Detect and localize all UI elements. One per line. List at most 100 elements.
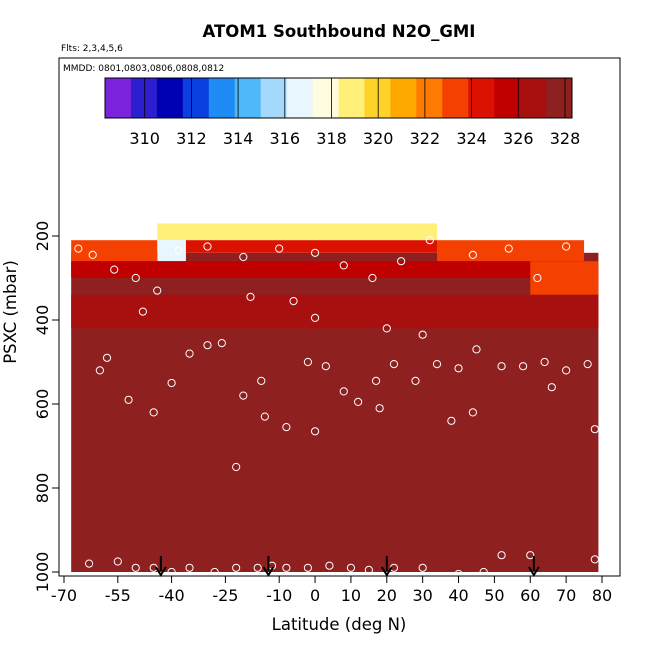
colorbar-frame	[104, 77, 573, 119]
observation-point	[260, 412, 269, 421]
y-tick-label: 1000	[33, 552, 52, 593]
colorbar-swatch	[286, 78, 314, 118]
observation-point	[518, 362, 528, 371]
observation-point	[389, 360, 399, 369]
observation-point	[303, 357, 312, 367]
colorbar-swatch	[494, 78, 521, 118]
colorbar-tick-label: 328	[550, 129, 581, 148]
observation-point	[454, 364, 463, 373]
observation-point	[174, 246, 183, 255]
observation-point	[282, 423, 291, 432]
observation-point	[526, 551, 535, 560]
observation-point	[371, 376, 381, 385]
observation-point	[239, 391, 248, 400]
chart-title: ATOM1 Southbound N2O_GMI	[203, 22, 476, 41]
colorbar-swatch	[156, 78, 184, 118]
colorbar-swatch	[208, 78, 236, 118]
observation-point	[432, 360, 442, 369]
observation-point	[590, 425, 599, 434]
observation-point	[418, 563, 427, 572]
observation-point	[310, 427, 320, 436]
observation-point	[562, 242, 571, 251]
colorbar-swatch	[364, 78, 391, 118]
field-patch	[530, 261, 599, 295]
x-tick-label: 70	[556, 586, 576, 605]
observation-point	[368, 273, 377, 283]
y-tick-label: 200	[33, 221, 52, 252]
field-patch	[437, 240, 585, 262]
observation-point	[497, 551, 506, 560]
observation-point	[124, 395, 133, 404]
x-axis: -70 -55 -40 -25 -10 0 10 20 30 40 50 60 70 80	[51, 576, 612, 605]
observation-point	[382, 324, 391, 333]
colorbar-swatch	[416, 78, 443, 118]
colorbar-swatch	[260, 78, 288, 118]
observation-point	[232, 563, 241, 572]
observation-point	[321, 362, 330, 371]
colorbar-tick-label: 316	[270, 129, 301, 148]
x-axis-label: Latitude (deg N)	[272, 615, 407, 634]
x-tick-label: -55	[105, 586, 131, 605]
observation-point	[275, 244, 284, 253]
observation-point	[547, 383, 556, 392]
observation-point	[504, 244, 513, 253]
observation-point	[113, 557, 122, 566]
observation-point	[102, 353, 112, 362]
y-tick-label: 600	[33, 389, 52, 420]
observation-point	[397, 257, 406, 266]
flights-note: Flts: 2,3,4,5,6	[61, 44, 123, 54]
x-tick-label: 80	[592, 586, 612, 605]
observation-point	[497, 362, 506, 371]
x-tick-label: 20	[377, 586, 397, 605]
colorbar-swatch	[442, 78, 469, 118]
flight-arrow	[380, 556, 393, 577]
observation-point	[303, 563, 312, 572]
colorbar-swatch	[338, 78, 365, 118]
field-patch	[157, 223, 438, 241]
x-tick-label: 40	[448, 586, 468, 605]
concentration-field	[71, 223, 599, 573]
flight-arrows	[154, 556, 540, 577]
observation-point	[310, 313, 320, 322]
observation-point	[253, 563, 262, 572]
colorbar-tick-label: 314	[223, 129, 254, 148]
observation-point	[289, 297, 298, 306]
observation-point	[282, 563, 291, 572]
observation-point	[167, 378, 176, 388]
observation-point	[346, 563, 356, 572]
colorbar-tick-label: 318	[316, 129, 347, 148]
y-axis: 200 400 600 800 1000	[33, 221, 59, 593]
x-tick-label: -25	[212, 586, 238, 605]
observation-point	[185, 349, 194, 358]
observation-point	[364, 565, 373, 575]
colorbar-swatch	[130, 78, 158, 118]
colorbar-swatch	[234, 78, 262, 118]
y-tick-label: 800	[33, 473, 52, 504]
x-tick-label: 30	[412, 586, 432, 605]
observation-point	[533, 273, 542, 283]
observation-point	[257, 376, 266, 385]
observation-point	[203, 341, 212, 350]
observation-point	[138, 307, 148, 316]
colorbar-swatch	[546, 78, 573, 118]
field-patch	[71, 261, 585, 278]
colorbar-tick-label: 310	[129, 129, 160, 148]
colorbar-swatch	[468, 78, 495, 118]
field-patch	[71, 240, 158, 262]
observation-point	[375, 404, 384, 413]
x-tick-label: -10	[266, 586, 292, 605]
observation-point	[149, 408, 158, 417]
x-tick-label: -40	[159, 586, 185, 605]
observation-point	[590, 555, 599, 564]
x-tick-label: 60	[520, 586, 540, 605]
observation-point	[562, 366, 571, 375]
observation-point	[95, 366, 104, 375]
observation-point	[468, 250, 477, 259]
x-tick-label: 50	[484, 586, 504, 605]
flight-arrow	[528, 556, 540, 577]
observation-point	[131, 273, 140, 283]
observation-point	[583, 360, 592, 369]
colorbar-tick-label: 324	[456, 129, 487, 148]
colorbar-swatch	[520, 78, 547, 118]
